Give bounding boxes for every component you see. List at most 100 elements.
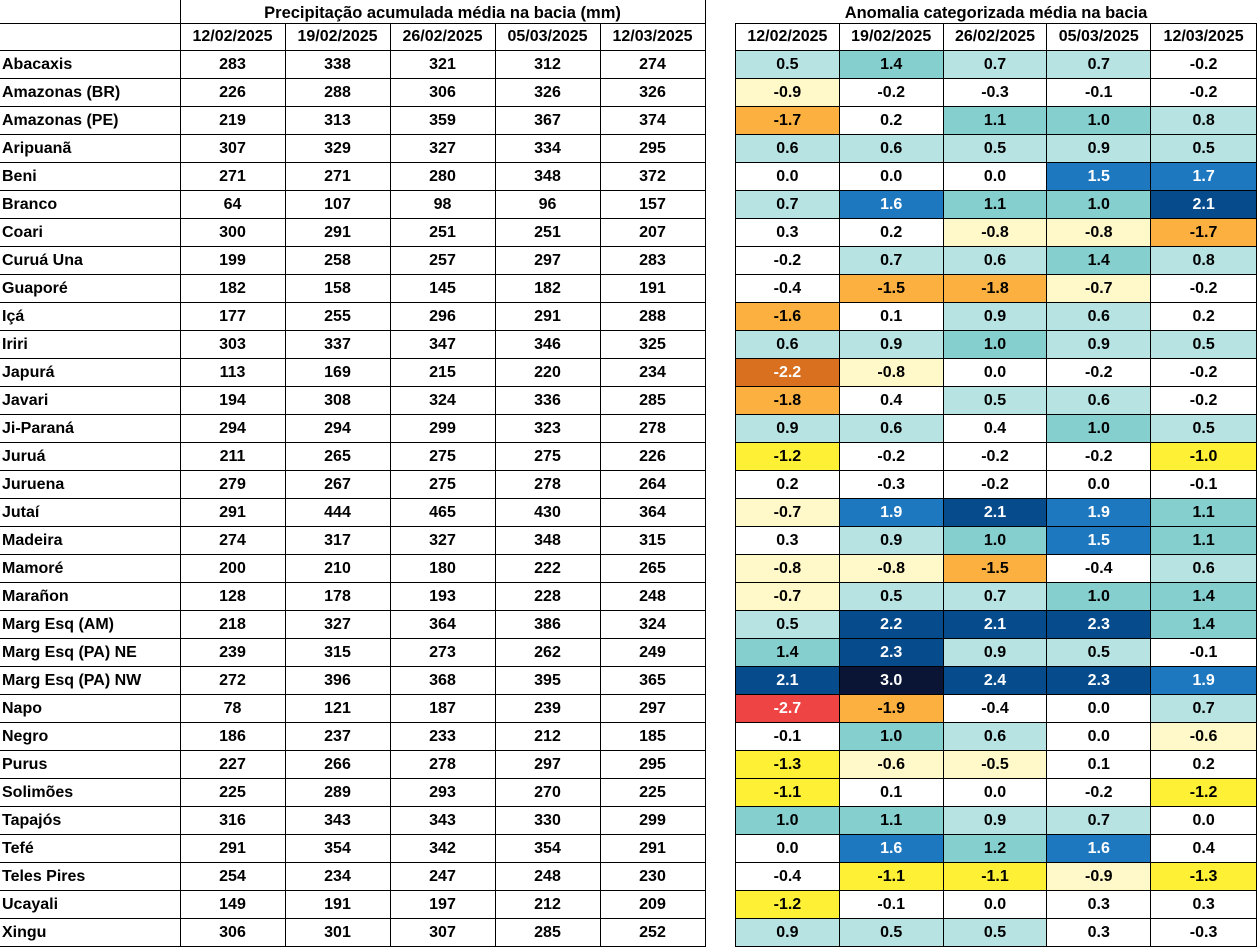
precipitation-value: 291 bbox=[285, 218, 391, 247]
anomaly-value: 0.5 bbox=[839, 582, 944, 611]
precipitation-value: 237 bbox=[285, 722, 391, 751]
anomaly-value: -0.2 bbox=[1150, 386, 1257, 415]
table-row: 2.1 3.0 2.4 2.3 1.9 bbox=[735, 666, 1257, 695]
anomaly-value: -1.1 bbox=[943, 862, 1048, 891]
anomaly-value: 0.8 bbox=[1150, 246, 1257, 275]
date-header: 19/02/2025 bbox=[285, 23, 391, 51]
precipitation-value: 315 bbox=[600, 526, 706, 555]
basin-name: Amazonas (BR) bbox=[0, 78, 181, 107]
anomaly-value: 0.0 bbox=[943, 358, 1048, 387]
precipitation-value: 113 bbox=[180, 358, 286, 387]
anomaly-value: 1.0 bbox=[1046, 106, 1152, 135]
basin-name: Aripuanã bbox=[0, 134, 181, 163]
anomaly-value: 1.0 bbox=[839, 722, 944, 751]
anomaly-value: 0.2 bbox=[839, 106, 944, 135]
anomaly-value: 1.9 bbox=[1046, 498, 1152, 527]
table-row: -0.1 1.0 0.6 0.0 -0.6 bbox=[735, 722, 1257, 751]
precipitation-value: 247 bbox=[390, 862, 496, 891]
table-row: 0.9 0.5 0.5 0.3 -0.3 bbox=[735, 918, 1257, 947]
date-header: 26/02/2025 bbox=[390, 23, 496, 51]
table-row: -0.8 -0.8 -1.5 -0.4 0.6 bbox=[735, 554, 1257, 583]
anomaly-value: -1.1 bbox=[839, 862, 944, 891]
precipitation-value: 272 bbox=[180, 666, 286, 695]
precipitation-value: 297 bbox=[495, 246, 601, 275]
precipitation-value: 271 bbox=[180, 162, 286, 191]
corner-cell bbox=[0, 23, 181, 51]
anomaly-value: 1.1 bbox=[943, 190, 1048, 219]
anomaly-value: 0.3 bbox=[1150, 890, 1257, 919]
anomaly-value: 0.9 bbox=[943, 638, 1048, 667]
table-row: Marg Esq (PA) NE 239 315 273 262 249 bbox=[0, 638, 706, 667]
precipitation-value: 307 bbox=[390, 918, 496, 947]
precipitation-value: 194 bbox=[180, 386, 286, 415]
anomaly-value: 1.6 bbox=[839, 190, 944, 219]
table-row: Branco 64 107 98 96 157 bbox=[0, 190, 706, 219]
table-row: Teles Pires 254 234 247 248 230 bbox=[0, 862, 706, 891]
precipitation-value: 321 bbox=[390, 50, 496, 79]
precipitation-value: 249 bbox=[600, 638, 706, 667]
precipitation-value: 342 bbox=[390, 834, 496, 863]
anomaly-value: 1.5 bbox=[1046, 526, 1152, 555]
anomaly-value: -0.8 bbox=[839, 554, 944, 583]
basin-name: Branco bbox=[0, 190, 181, 219]
anomaly-value: 0.5 bbox=[943, 386, 1048, 415]
anomaly-value: -1.8 bbox=[735, 386, 840, 415]
anomaly-value: 0.6 bbox=[943, 246, 1048, 275]
table-row: Curuá Una 199 258 257 297 283 bbox=[0, 246, 706, 275]
table-row: Amazonas (BR) 226 288 306 326 326 bbox=[0, 78, 706, 107]
anomaly-value: 0.6 bbox=[735, 330, 840, 359]
precipitation-value: 336 bbox=[495, 386, 601, 415]
precipitation-value: 239 bbox=[495, 694, 601, 723]
table-row: Tefé 291 354 342 354 291 bbox=[0, 834, 706, 863]
anomaly-value: 0.3 bbox=[1046, 918, 1152, 947]
anomaly-value: 0.0 bbox=[1150, 806, 1257, 835]
precipitation-value: 191 bbox=[285, 890, 391, 919]
precipitation-value: 199 bbox=[180, 246, 286, 275]
precipitation-value: 297 bbox=[600, 694, 706, 723]
precipitation-value: 297 bbox=[495, 750, 601, 779]
precipitation-value: 279 bbox=[180, 470, 286, 499]
precipitation-value: 346 bbox=[495, 330, 601, 359]
precipitation-value: 227 bbox=[180, 750, 286, 779]
table-row: Marg Esq (AM) 218 327 364 386 324 bbox=[0, 610, 706, 639]
basin-name: Teles Pires bbox=[0, 862, 181, 891]
anomaly-value: 1.0 bbox=[735, 806, 840, 835]
precipitation-value: 343 bbox=[285, 806, 391, 835]
anomaly-value: 0.0 bbox=[943, 162, 1048, 191]
anomaly-value: -0.1 bbox=[1150, 638, 1257, 667]
table-row: -2.7 -1.9 -0.4 0.0 0.7 bbox=[735, 694, 1257, 723]
precipitation-value: 273 bbox=[390, 638, 496, 667]
precipitation-value: 219 bbox=[180, 106, 286, 135]
table-row: 1.4 2.3 0.9 0.5 -0.1 bbox=[735, 638, 1257, 667]
anomaly-value: -0.2 bbox=[1046, 358, 1152, 387]
precipitation-value: 295 bbox=[600, 134, 706, 163]
table-row: Juruá 211 265 275 275 226 bbox=[0, 442, 706, 471]
table-row: -0.4 -1.5 -1.8 -0.7 -0.2 bbox=[735, 274, 1257, 303]
table-row: Guaporé 182 158 145 182 191 bbox=[0, 274, 706, 303]
anomaly-value: 1.1 bbox=[1150, 526, 1257, 555]
table-row: Tapajós 316 343 343 330 299 bbox=[0, 806, 706, 835]
date-header: 12/03/2025 bbox=[1150, 23, 1257, 51]
anomaly-value: 1.9 bbox=[839, 498, 944, 527]
precipitation-value: 230 bbox=[600, 862, 706, 891]
anomaly-value: -0.4 bbox=[735, 862, 840, 891]
anomaly-value: 0.6 bbox=[839, 134, 944, 163]
table-row: Içá 177 255 296 291 288 bbox=[0, 302, 706, 331]
table-row: Mamoré 200 210 180 222 265 bbox=[0, 554, 706, 583]
anomaly-value: 0.4 bbox=[1150, 834, 1257, 863]
precipitation-value: 315 bbox=[285, 638, 391, 667]
precipitation-title-row: Precipitação acumulada média na bacia (m… bbox=[0, 0, 706, 24]
precipitation-value: 343 bbox=[390, 806, 496, 835]
anomaly-value: -0.9 bbox=[735, 78, 840, 107]
precipitation-value: 294 bbox=[180, 414, 286, 443]
table-row: -1.3 -0.6 -0.5 0.1 0.2 bbox=[735, 750, 1257, 779]
precipitation-value: 157 bbox=[600, 190, 706, 219]
table-row: Xingu 306 301 307 285 252 bbox=[0, 918, 706, 947]
anomaly-value: -0.8 bbox=[943, 218, 1048, 247]
table-row: -0.4 -1.1 -1.1 -0.9 -1.3 bbox=[735, 862, 1257, 891]
table-row: 0.5 1.4 0.7 0.7 -0.2 bbox=[735, 50, 1257, 79]
anomaly-value: 1.0 bbox=[1046, 190, 1152, 219]
precipitation-value: 107 bbox=[285, 190, 391, 219]
basin-name: Marg Esq (PA) NW bbox=[0, 666, 181, 695]
basin-name: Coari bbox=[0, 218, 181, 247]
